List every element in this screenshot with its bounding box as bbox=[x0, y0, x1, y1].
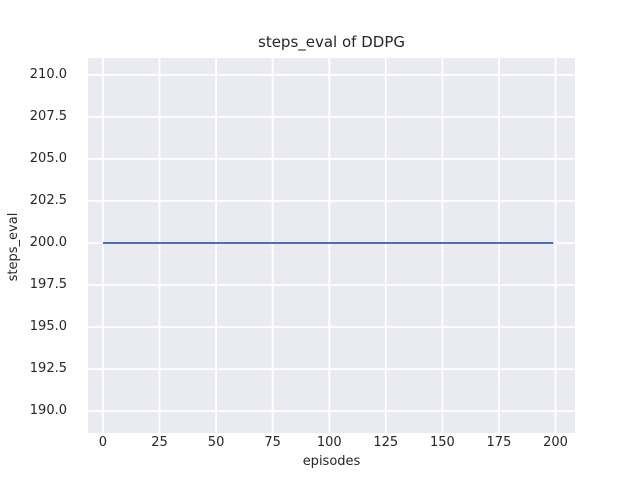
chart-title: steps_eval of DDPG bbox=[258, 33, 405, 51]
plot-area bbox=[88, 58, 575, 433]
y-tick-label: 192.5 bbox=[29, 361, 67, 377]
x-tick-label: 200 bbox=[543, 435, 568, 450]
y-tick-label: 207.5 bbox=[29, 108, 67, 124]
y-tick-label: 205.0 bbox=[29, 150, 67, 166]
y-tick-label: 210.0 bbox=[29, 66, 67, 82]
x-tick-label: 125 bbox=[373, 435, 399, 450]
x-tick-label: 150 bbox=[429, 435, 455, 450]
y-tick-label: 197.5 bbox=[29, 277, 67, 293]
x-tick-label: 0 bbox=[98, 435, 108, 450]
y-axis-label: steps_eval bbox=[6, 212, 21, 282]
y-tick-label: 200.0 bbox=[29, 234, 67, 250]
y-tick-label: 202.5 bbox=[29, 192, 67, 208]
x-tick-label: 75 bbox=[264, 435, 281, 450]
plot-canvas bbox=[88, 58, 575, 433]
x-tick-label: 175 bbox=[486, 435, 512, 450]
x-tick-label: 25 bbox=[151, 435, 168, 450]
x-tick-label: 50 bbox=[207, 435, 225, 450]
y-tick-label: 195.0 bbox=[29, 319, 67, 335]
y-tick-label: 190.0 bbox=[29, 403, 67, 419]
x-axis-label: episodes bbox=[302, 454, 361, 469]
x-tick-label: 100 bbox=[316, 435, 342, 450]
